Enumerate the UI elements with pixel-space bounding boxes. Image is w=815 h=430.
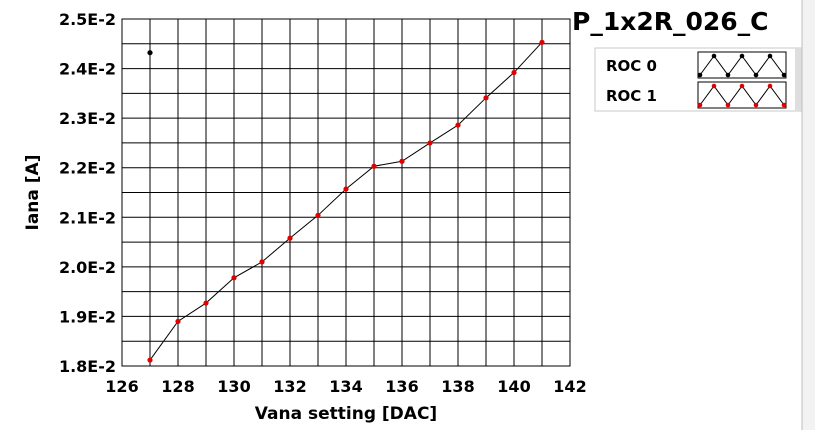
y-tick-label: 1.8E-2 (59, 357, 116, 376)
x-tick-label: 128 (161, 377, 194, 396)
data-point (399, 158, 405, 164)
plot-series (147, 39, 545, 363)
legend-marker (753, 102, 759, 108)
plot-area (121, 18, 571, 367)
data-point (427, 140, 433, 146)
x-tick-label: 136 (385, 377, 418, 396)
data-point (231, 275, 237, 281)
legend-marker (697, 72, 703, 78)
y-tick-label: 2.5E-2 (59, 10, 116, 29)
legend-marker (739, 53, 745, 59)
x-tick-label: 142 (553, 377, 586, 396)
data-point (483, 95, 489, 101)
legend-marker (781, 72, 787, 78)
x-tick-label: 130 (217, 377, 250, 396)
chart-title: P_1x2R_026_C (572, 7, 769, 36)
legend-marker (711, 83, 717, 89)
legend-marker (725, 102, 731, 108)
x-tick-label: 126 (105, 377, 138, 396)
y-tick-label: 2.0E-2 (59, 258, 116, 277)
legend-marker (753, 72, 759, 78)
legend-marker (739, 83, 745, 89)
data-point (539, 39, 545, 45)
legend: ROC 0 ROC 1 (594, 47, 804, 112)
data-point (147, 357, 153, 363)
y-axis-title: Iana [A] (23, 155, 43, 231)
x-tick-label: 138 (441, 377, 474, 396)
legend-scrollbar[interactable] (795, 48, 803, 111)
x-tick-label: 134 (329, 377, 362, 396)
legend-marker (697, 102, 703, 108)
data-point (203, 300, 209, 306)
x-tick-label: 132 (273, 377, 306, 396)
y-tick-label: 2.2E-2 (59, 159, 116, 178)
legend-marker (767, 83, 773, 89)
legend-marker (725, 72, 731, 78)
legend-marker (781, 102, 787, 108)
data-point (315, 212, 321, 218)
y-tick-label: 2.3E-2 (59, 109, 116, 128)
data-point (287, 235, 293, 241)
data-point (511, 69, 517, 76)
data-point (343, 186, 349, 192)
x-tick-label: 140 (497, 377, 530, 396)
data-point (371, 163, 377, 169)
y-tick-label: 1.9E-2 (59, 307, 116, 326)
data-point (147, 50, 153, 56)
y-axis: 1.8E-2 1.9E-2 2.0E-2 2.1E-2 2.2E-2 2.3E-2 2.4E… (59, 10, 116, 376)
legend-marker (767, 53, 773, 59)
y-tick-label: 2.1E-2 (59, 208, 116, 227)
legend-label: ROC 1 (606, 87, 657, 105)
legend-marker (711, 53, 717, 59)
y-tick-label: 2.4E-2 (59, 60, 116, 79)
data-point (175, 318, 181, 324)
legend-label: ROC 0 (606, 57, 657, 75)
data-point (455, 122, 461, 128)
x-axis: 126 128 130 132 134 136 138 140 142 (105, 377, 586, 396)
side-panel-edge (802, 0, 815, 430)
x-axis-title: Vana setting [DAC] (255, 404, 437, 424)
data-point (259, 259, 265, 265)
